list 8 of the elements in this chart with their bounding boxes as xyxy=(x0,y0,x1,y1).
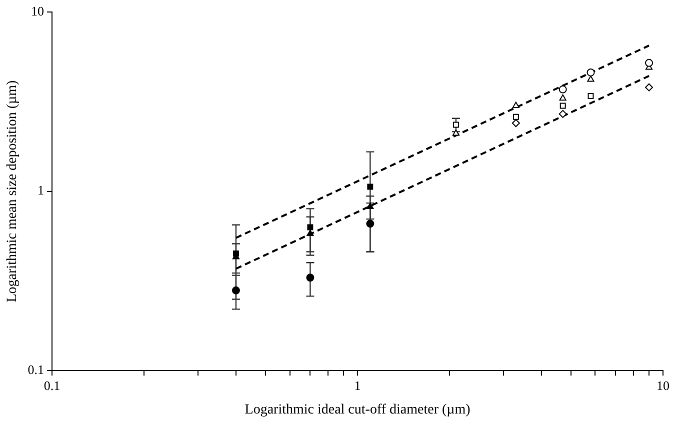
y-tick-label: 1 xyxy=(38,182,44,198)
x-tick-label: 10 xyxy=(656,378,670,393)
x-tick-label: 1 xyxy=(354,378,361,393)
x-axis-title: Logarithmic ideal cut-off diameter (µm) xyxy=(244,402,471,418)
y-axis-title: Logarithmic mean size deposition (µm) xyxy=(5,80,20,302)
y-tick-label: 0.1 xyxy=(28,362,44,378)
x-tick-label: 0.1 xyxy=(44,378,60,393)
y-tick-label: 10 xyxy=(31,3,44,18)
